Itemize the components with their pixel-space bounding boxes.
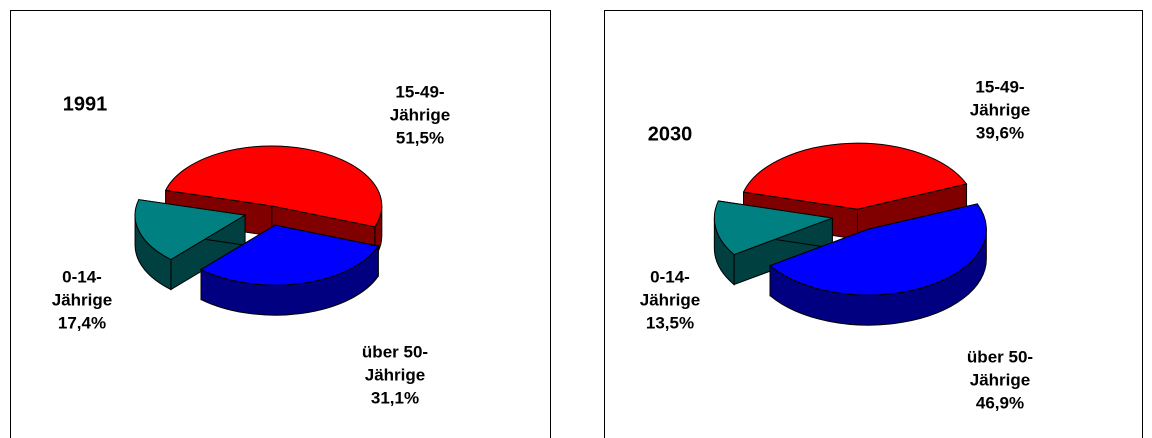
slice-value: 39,6% — [975, 123, 1025, 143]
slice — [164, 145, 383, 228]
slice — [134, 199, 247, 261]
chart-title: 1991 — [62, 93, 108, 116]
slice-category: 0-14-Jährige — [51, 267, 113, 310]
panel-frame — [10, 10, 551, 438]
slice-label: 15-49-Jährige 39,6% — [955, 76, 1045, 145]
slice-value: 13,5% — [645, 313, 695, 333]
slice-category: über 50-Jährige — [966, 347, 1034, 390]
slice-value: 17,4% — [57, 313, 107, 333]
slice — [769, 203, 987, 296]
slice-category: 0-14-Jährige — [639, 267, 701, 310]
chart-title: 2030 — [647, 123, 693, 146]
slice-label: 0-14-Jährige 13,5% — [625, 266, 715, 335]
slice — [713, 200, 833, 256]
slice — [200, 224, 380, 286]
slice-label: über 50-Jährige 46,9% — [955, 346, 1045, 415]
slice-label: 15-49-Jährige 51,5% — [375, 81, 465, 150]
slice-value: 46,9% — [975, 393, 1025, 413]
slice-value: 51,5% — [395, 128, 445, 148]
slice — [742, 142, 968, 210]
slice-category: 15-49-Jährige — [969, 77, 1031, 120]
panel-frame — [604, 10, 1143, 438]
slice-label: 0-14-Jährige 17,4% — [37, 266, 127, 335]
slice-category: über 50-Jährige — [361, 342, 429, 385]
slice-value: 31,1% — [370, 388, 420, 408]
slice-label: über 50-Jährige 31,1% — [350, 341, 440, 410]
slice-category: 15-49-Jährige — [389, 82, 451, 125]
